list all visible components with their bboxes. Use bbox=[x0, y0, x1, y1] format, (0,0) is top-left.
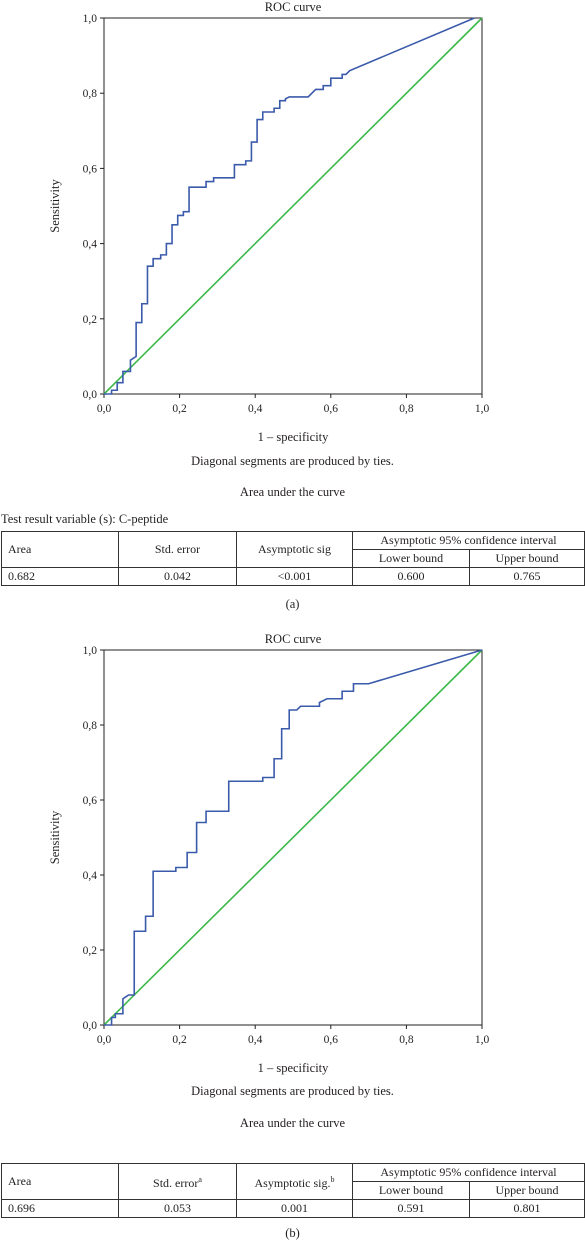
header-asymptotic-sig: Asymptotic sig.b bbox=[236, 1163, 353, 1200]
table-row: 0.696 0.053 0.001 0.591 0.801 bbox=[1, 1199, 585, 1218]
x-tick-label: 0,6 bbox=[324, 1034, 339, 1046]
header-upper-bound: Upper bound bbox=[469, 1181, 585, 1200]
y-tick-label: 1,0 bbox=[83, 13, 98, 25]
header-asymptotic-sig: Asymptotic sig bbox=[236, 531, 353, 568]
x-tick-label: 0,4 bbox=[248, 403, 263, 415]
y-axis-label: Sensitivity bbox=[48, 179, 62, 233]
y-tick-label: 0,4 bbox=[83, 239, 98, 251]
x-tick-label: 1,0 bbox=[475, 1034, 490, 1046]
cell-upper-bound: 0.801 bbox=[469, 1199, 585, 1218]
y-tick-label: 0,2 bbox=[83, 945, 98, 957]
y-tick-label: 0,6 bbox=[83, 795, 98, 807]
cell-std-error: 0.053 bbox=[118, 1199, 237, 1218]
x-tick-label: 0,8 bbox=[399, 1034, 414, 1046]
header-area: Area bbox=[1, 531, 119, 568]
table-title: Area under the curve bbox=[239, 1116, 346, 1130]
table-header-row: Area Std. errora Asymptotic sig.b Asympt… bbox=[1, 1163, 585, 1200]
roc-chart-b: ROC curve 0,0 0,2 0,4 0,6 0,8 1,0 0,0 0,2 0,4 0,6 0… bbox=[48, 632, 490, 1075]
cell-asymptotic-sig: 0.001 bbox=[236, 1199, 353, 1218]
plot-frame bbox=[103, 17, 483, 395]
header-area: Area bbox=[1, 1163, 119, 1200]
x-tick-label: 0,0 bbox=[97, 403, 112, 415]
table-header-row: Area Std. error Asymptotic sig Asymptoti… bbox=[1, 531, 585, 568]
auc-table: Area Std. errora Asymptotic sig.b Asympt… bbox=[1, 1163, 585, 1218]
y-tick-label: 0,6 bbox=[83, 163, 98, 175]
header-lower-bound: Lower bound bbox=[352, 549, 470, 568]
cell-asymptotic-sig: <0.001 bbox=[236, 567, 353, 586]
test-variable-label: Test result variable (s): C-peptide bbox=[1, 512, 169, 526]
x-tick-label: 1,0 bbox=[475, 403, 490, 415]
cell-area: 0.696 bbox=[1, 1199, 119, 1218]
table-subheader-row: Lower bound Upper bound bbox=[2, 549, 585, 568]
header-confidence-interval: Asymptotic 95% confidence interval bbox=[352, 531, 585, 550]
cell-lower-bound: 0.600 bbox=[352, 567, 470, 586]
x-tick-label: 0,8 bbox=[399, 403, 414, 415]
y-tick-label: 0,0 bbox=[83, 1020, 98, 1032]
auc-table: Area Std. error Asymptotic sig Asymptoti… bbox=[1, 531, 585, 586]
cell-lower-bound: 0.591 bbox=[352, 1199, 470, 1218]
roc-curve-line bbox=[104, 17, 475, 395]
cell-upper-bound: 0.765 bbox=[469, 567, 585, 586]
y-tick-label: 1,0 bbox=[83, 645, 98, 657]
y-tick-label: 0,4 bbox=[83, 870, 98, 882]
x-tick-label: 0,0 bbox=[97, 1034, 112, 1046]
cell-std-error: 0.042 bbox=[118, 567, 237, 586]
x-tick-label: 0,2 bbox=[172, 403, 187, 415]
x-axis-label: 1 – specificity bbox=[258, 430, 330, 444]
chart-note: Diagonal segments are produced by ties. bbox=[191, 454, 394, 468]
table-row: 0.682 0.042 <0.001 0.600 0.765 bbox=[1, 567, 585, 586]
panel-label: (a) bbox=[285, 597, 300, 611]
y-tick-label: 0,8 bbox=[83, 720, 98, 732]
y-tick-label: 0,8 bbox=[83, 88, 98, 100]
x-axis-label: 1 – specificity bbox=[258, 1061, 330, 1075]
reference-diagonal-line bbox=[103, 17, 483, 395]
table-title: Area under the curve bbox=[239, 485, 346, 499]
y-axis-label: Sensitivity bbox=[48, 810, 62, 864]
x-tick-label: 0,2 bbox=[172, 1034, 187, 1046]
chart-title: ROC curve bbox=[265, 0, 322, 14]
x-tick-label: 0,6 bbox=[324, 403, 339, 415]
header-std-error: Std. error bbox=[118, 531, 237, 568]
footnote-marker: a bbox=[198, 1175, 202, 1184]
plot-frame bbox=[103, 649, 483, 1026]
header-confidence-interval: Asymptotic 95% confidence interval bbox=[352, 1163, 585, 1182]
roc-curve-line bbox=[104, 649, 483, 1026]
header-upper-bound: Upper bound bbox=[469, 549, 585, 568]
header-std-error: Std. errora bbox=[118, 1163, 237, 1200]
panel-label: (b) bbox=[285, 1226, 300, 1240]
footnote-marker: b bbox=[330, 1175, 335, 1184]
y-tick-label: 0,0 bbox=[83, 389, 98, 401]
x-tick-label: 0,4 bbox=[248, 1034, 263, 1046]
roc-chart-a: ROC curve 0,0 0,2 0,4 0,6 0,8 1,0 0,0 0,2 0,4 0,6 0… bbox=[48, 0, 490, 444]
panel-b: ROC curve 0,0 0,2 0,4 0,6 0,8 1,0 0,0 0,2 0,4 0,6 0… bbox=[0, 628, 585, 1246]
panel-a: ROC curve 0,0 0,2 0,4 0,6 0,8 1,0 0,0 0,2 0,4 0,6 0… bbox=[0, 0, 585, 620]
reference-diagonal-line bbox=[103, 649, 483, 1026]
chart-note: Diagonal segments are produced by ties. bbox=[191, 1084, 394, 1098]
chart-title: ROC curve bbox=[265, 632, 322, 646]
y-tick-label: 0,2 bbox=[83, 314, 98, 326]
header-lower-bound: Lower bound bbox=[352, 1181, 470, 1200]
cell-area: 0.682 bbox=[1, 567, 119, 586]
